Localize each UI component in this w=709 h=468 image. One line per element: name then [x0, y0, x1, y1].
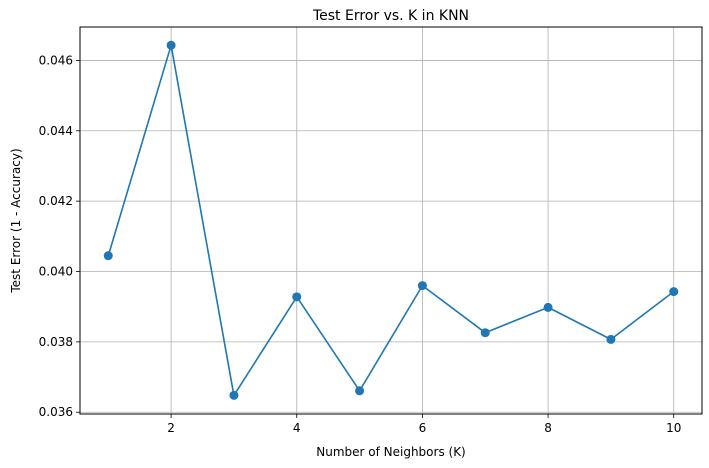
data-point — [543, 302, 553, 312]
data-point — [355, 386, 365, 396]
series-line — [107, 44, 675, 397]
x-axis-label: Number of Neighbors (K) — [316, 445, 466, 459]
ticks-layer: 2 4 6 8 10 0.036 0.038 0.040 0.042 0.044 0.046 — [39, 53, 682, 435]
y-tick-label: 0.036 — [39, 405, 73, 419]
x-tick-label: 4 — [293, 421, 301, 435]
series-layer — [103, 40, 679, 400]
x-tick-label: 10 — [666, 421, 681, 435]
chart-title: Test Error vs. K in KNN — [312, 8, 469, 24]
y-tick-label: 0.038 — [39, 335, 73, 349]
y-tick-label: 0.040 — [39, 265, 73, 279]
data-point — [606, 334, 616, 344]
y-tick-label: 0.044 — [39, 124, 73, 138]
y-tick-label: 0.042 — [39, 194, 73, 208]
plot-area-frame — [79, 26, 703, 415]
data-point — [166, 40, 176, 50]
data-point — [480, 328, 490, 338]
y-axis-label: Test Error (1 - Accuracy) — [9, 148, 23, 293]
data-point — [103, 251, 113, 261]
data-point — [229, 390, 239, 400]
y-tick-label: 0.046 — [39, 53, 73, 67]
grid — [80, 27, 702, 414]
data-point — [292, 292, 302, 302]
x-tick-label: 6 — [419, 421, 427, 435]
x-tick-label: 2 — [167, 421, 175, 435]
data-point — [669, 287, 679, 297]
data-point — [417, 281, 427, 291]
x-tick-label: 8 — [544, 421, 552, 435]
